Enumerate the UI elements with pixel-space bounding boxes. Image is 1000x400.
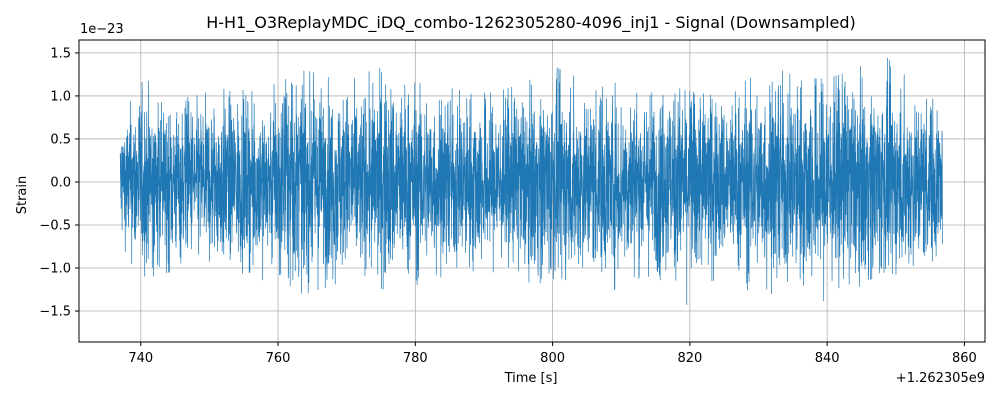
axes-frame bbox=[78, 39, 986, 343]
y-scale-label: 1e−23 bbox=[80, 22, 124, 37]
series-strain bbox=[119, 57, 943, 306]
x-tick-label: 780 bbox=[403, 351, 428, 366]
x-tick-label: 840 bbox=[815, 351, 840, 366]
y-tick-label: −1.5 bbox=[39, 305, 71, 320]
y-axis-label: Strain bbox=[15, 176, 30, 215]
ticks: 740 760 780 800 820 840 860 −1.5 −1.0 −0.5 0.0 0.5 1… bbox=[39, 46, 976, 366]
y-tick-label: 1.0 bbox=[50, 89, 71, 104]
y-tick-label: −0.5 bbox=[39, 218, 71, 233]
x-tick-label: 820 bbox=[677, 351, 702, 366]
y-tick-label: 1.5 bbox=[50, 46, 71, 61]
x-tick-label: 760 bbox=[266, 351, 291, 366]
series-line bbox=[119, 57, 943, 306]
x-axis-label: Time [s] bbox=[504, 371, 558, 386]
chart-title: H-H1_O3ReplayMDC_iDQ_combo-1262305280-40… bbox=[206, 13, 856, 33]
x-tick-label: 740 bbox=[128, 351, 153, 366]
y-tick-label: −1.0 bbox=[39, 262, 71, 277]
y-tick-label: 0.0 bbox=[50, 175, 71, 190]
x-tick-label: 860 bbox=[952, 351, 977, 366]
x-tick-label: 800 bbox=[540, 351, 565, 366]
x-offset-label: +1.262305e9 bbox=[896, 371, 985, 386]
y-tick-label: 0.5 bbox=[50, 132, 71, 147]
